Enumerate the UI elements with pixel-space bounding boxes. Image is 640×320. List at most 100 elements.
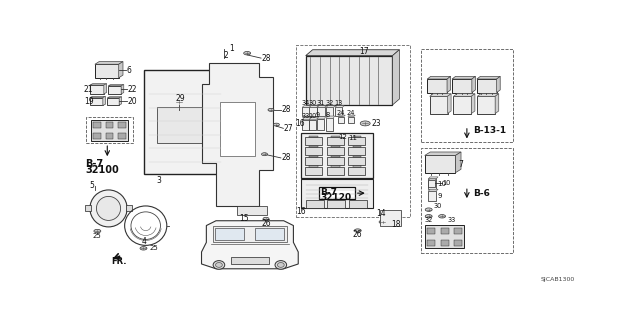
Bar (454, 228, 461, 234)
Bar (452, 79, 472, 92)
Polygon shape (471, 94, 475, 114)
Ellipse shape (278, 262, 284, 267)
Text: 24: 24 (337, 110, 346, 116)
Bar (331, 146, 340, 147)
Polygon shape (108, 84, 124, 86)
Bar (118, 133, 125, 139)
Polygon shape (202, 221, 298, 269)
Polygon shape (454, 94, 475, 96)
Bar (425, 156, 456, 173)
Polygon shape (302, 106, 312, 108)
Text: 31: 31 (317, 100, 325, 106)
Text: 21: 21 (84, 85, 93, 94)
Polygon shape (309, 106, 319, 108)
Text: 19: 19 (84, 97, 93, 106)
Bar (231, 112, 233, 126)
Bar (231, 86, 233, 100)
Bar (309, 165, 318, 166)
Polygon shape (428, 179, 437, 180)
Polygon shape (302, 118, 311, 120)
Bar (428, 228, 435, 234)
Bar (326, 118, 333, 131)
Bar (86, 117, 133, 143)
Text: 22: 22 (127, 85, 136, 94)
Bar (317, 119, 324, 130)
Bar (306, 56, 392, 105)
Ellipse shape (90, 190, 127, 227)
Bar (230, 257, 269, 264)
Polygon shape (90, 96, 106, 98)
Text: 34: 34 (301, 100, 310, 106)
Bar (353, 165, 361, 166)
Text: 25: 25 (150, 245, 158, 251)
Bar (306, 200, 324, 208)
Bar (108, 86, 121, 94)
Polygon shape (477, 76, 500, 79)
Ellipse shape (97, 196, 120, 220)
Text: 16: 16 (296, 207, 305, 216)
Circle shape (360, 121, 370, 126)
Text: B-7: B-7 (85, 159, 103, 169)
Bar (454, 240, 461, 246)
Bar (319, 188, 355, 198)
Bar (93, 122, 101, 128)
Bar (126, 205, 132, 212)
Bar (228, 112, 230, 126)
Polygon shape (472, 76, 476, 92)
Text: 17: 17 (359, 47, 369, 56)
Bar (215, 228, 244, 240)
Polygon shape (428, 177, 438, 179)
Circle shape (94, 229, 101, 233)
Bar (421, 50, 513, 142)
Polygon shape (497, 76, 500, 92)
Bar (305, 137, 323, 145)
Text: 32: 32 (425, 217, 433, 223)
Bar (326, 137, 344, 145)
Bar (237, 206, 267, 215)
Bar (91, 120, 128, 141)
Polygon shape (452, 76, 476, 79)
Bar (348, 166, 365, 174)
Bar (145, 70, 227, 174)
Polygon shape (317, 117, 326, 119)
Circle shape (263, 217, 269, 220)
Bar (234, 112, 237, 126)
Bar (327, 200, 346, 208)
Bar (255, 228, 284, 240)
Bar (237, 112, 240, 126)
Text: 30: 30 (308, 100, 317, 106)
Polygon shape (317, 106, 326, 108)
Polygon shape (104, 84, 107, 94)
Bar (231, 138, 233, 152)
Text: 5: 5 (89, 180, 94, 189)
Bar (237, 138, 240, 152)
Bar (108, 98, 119, 105)
Circle shape (174, 100, 184, 105)
Bar (348, 137, 365, 145)
Text: 4: 4 (141, 237, 147, 246)
Bar (106, 133, 113, 139)
Bar (353, 156, 361, 157)
Text: SJCAB1300: SJCAB1300 (541, 277, 575, 282)
Text: 10: 10 (437, 181, 446, 187)
Bar (428, 79, 447, 92)
Text: 27: 27 (284, 124, 294, 133)
Text: 1: 1 (229, 44, 234, 53)
Polygon shape (309, 118, 318, 120)
Bar (477, 79, 497, 92)
Bar (353, 136, 361, 137)
Polygon shape (118, 61, 123, 78)
Circle shape (268, 108, 274, 111)
Bar (220, 102, 255, 156)
Text: 8: 8 (325, 112, 329, 118)
Ellipse shape (275, 260, 287, 269)
Text: 16: 16 (295, 119, 305, 128)
Polygon shape (95, 61, 123, 64)
Polygon shape (477, 94, 499, 96)
Text: 9: 9 (437, 193, 442, 199)
Circle shape (273, 123, 280, 126)
Bar (326, 147, 344, 155)
Bar (326, 166, 344, 174)
Bar (331, 136, 340, 137)
Bar (421, 148, 513, 253)
